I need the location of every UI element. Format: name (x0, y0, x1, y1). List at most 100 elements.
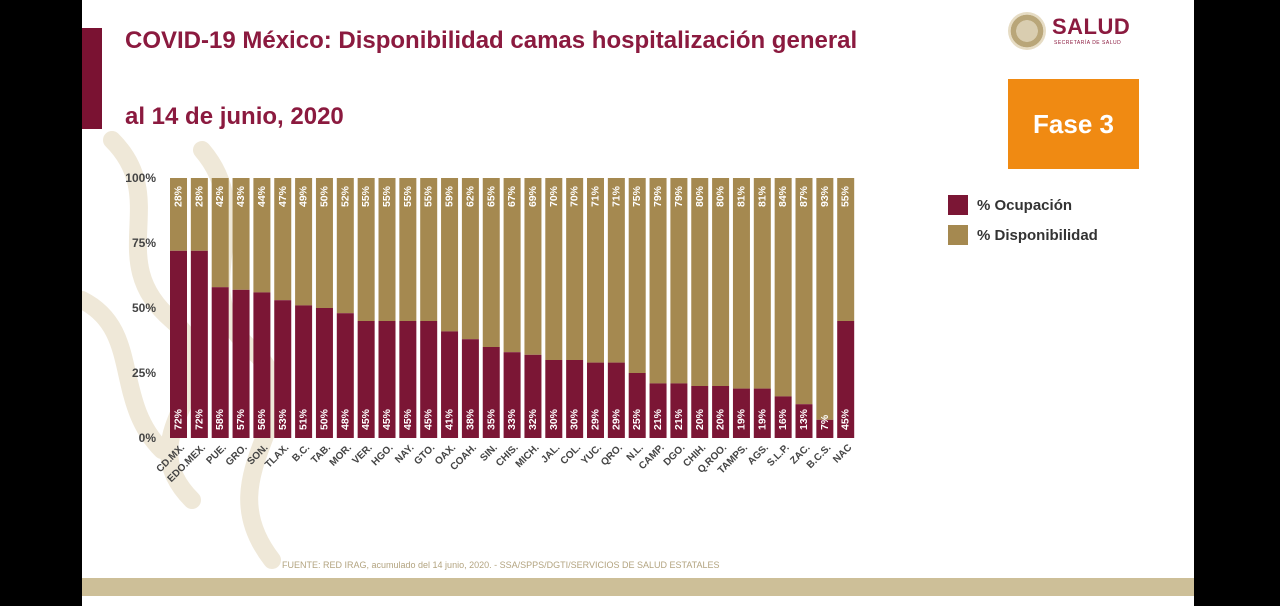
data-label-disponibilidad: 59% (444, 185, 456, 207)
bar-disponibilidad (649, 178, 667, 384)
data-label-disponibilidad: 55% (360, 185, 372, 207)
data-label-disponibilidad: 43% (235, 185, 247, 207)
title-accent-bar (82, 28, 102, 129)
bar-ocupacion (336, 313, 354, 438)
bar-disponibilidad (524, 178, 542, 355)
page-subtitle: al 14 de junio, 2020 (125, 103, 344, 130)
bar-disponibilidad (378, 178, 396, 321)
data-label-disponibilidad: 81% (756, 185, 768, 207)
bar-disponibilidad (253, 178, 271, 293)
footer-band (82, 578, 1194, 596)
data-label-ocupacion: 58% (214, 408, 226, 430)
bar-disponibilidad (357, 178, 375, 321)
x-tick-label: QRO. (599, 442, 625, 468)
bar-disponibilidad (461, 178, 479, 340)
bar-ocupacion (795, 404, 813, 438)
data-label-disponibilidad: 87% (798, 185, 810, 207)
bar-disponibilidad (753, 178, 771, 389)
data-label-ocupacion: 45% (840, 408, 852, 430)
data-label-ocupacion: 30% (548, 408, 560, 430)
y-tick-label: 50% (132, 301, 156, 315)
data-label-ocupacion: 50% (318, 408, 330, 430)
legend-label-ocupacion: % Ocupación (977, 196, 1073, 214)
data-label-disponibilidad: 55% (381, 185, 393, 207)
x-tick-label: JAL. (539, 442, 562, 465)
bar-ocupacion (732, 388, 750, 438)
bar-ocupacion (753, 388, 771, 438)
data-label-ocupacion: 53% (277, 408, 289, 430)
bar-disponibilidad (566, 178, 584, 360)
legend-swatch-disponibilidad (948, 225, 968, 245)
bar-disponibilidad (837, 178, 855, 321)
data-label-disponibilidad: 71% (610, 185, 622, 207)
data-label-ocupacion: 45% (360, 408, 372, 430)
data-label-disponibilidad: 49% (298, 185, 310, 207)
bar-ocupacion (441, 331, 459, 438)
data-label-disponibilidad: 55% (423, 185, 435, 207)
bar-ocupacion (691, 386, 709, 438)
data-label-disponibilidad: 65% (485, 185, 497, 207)
bar-disponibilidad (190, 178, 208, 251)
data-label-disponibilidad: 50% (318, 185, 330, 207)
bar-ocupacion (190, 250, 208, 438)
data-label-ocupacion: 20% (694, 408, 706, 430)
data-label-ocupacion: 25% (631, 408, 643, 430)
bar-ocupacion (503, 352, 521, 438)
data-label-ocupacion: 21% (652, 408, 664, 430)
data-label-disponibilidad: 71% (590, 185, 602, 207)
data-label-disponibilidad: 81% (735, 185, 747, 207)
data-label-ocupacion: 29% (590, 408, 602, 430)
y-tick-label: 75% (132, 236, 156, 250)
bar-ocupacion (399, 321, 417, 438)
bar-ocupacion (295, 305, 313, 438)
bar-disponibilidad (441, 178, 459, 332)
bar-disponibilidad (691, 178, 709, 386)
data-label-ocupacion: 32% (527, 408, 539, 430)
data-label-ocupacion: 45% (381, 408, 393, 430)
bar-ocupacion (545, 360, 563, 438)
data-label-disponibilidad: 80% (715, 185, 727, 207)
bar-disponibilidad (587, 178, 604, 363)
x-tick-label: NAY. (393, 442, 416, 465)
bar-ocupacion (587, 362, 604, 438)
bar-disponibilidad (545, 178, 563, 360)
data-label-ocupacion: 16% (777, 408, 789, 430)
salud-logo: SALUD SECRETARÍA DE SALUD (1008, 12, 1142, 54)
slide: COVID-19 México: Disponibilidad camas ho… (82, 0, 1194, 606)
bar-ocupacion (712, 386, 730, 438)
data-label-disponibilidad: 67% (506, 185, 518, 207)
bar-disponibilidad (607, 178, 625, 363)
data-label-ocupacion: 45% (423, 408, 435, 430)
data-label-ocupacion: 72% (193, 408, 205, 430)
bar-disponibilidad (670, 178, 688, 384)
bar-disponibilidad (774, 178, 792, 397)
data-label-disponibilidad: 28% (173, 185, 185, 207)
x-tick-label: B.C.S. (805, 442, 834, 471)
data-label-disponibilidad: 52% (339, 185, 351, 207)
data-label-disponibilidad: 69% (527, 185, 539, 207)
bar-disponibilidad (211, 178, 229, 288)
data-label-ocupacion: 30% (569, 408, 581, 430)
x-tick-label: NAC (831, 442, 854, 465)
bar-ocupacion (274, 300, 292, 438)
data-label-ocupacion: 41% (444, 408, 456, 430)
data-label-ocupacion: 51% (298, 408, 310, 430)
phase-badge-label: Fase 3 (1033, 108, 1114, 139)
x-tick-label: MOR. (328, 442, 354, 468)
bar-disponibilidad (503, 178, 521, 353)
data-label-disponibilidad: 93% (819, 185, 831, 207)
bar-disponibilidad (628, 178, 646, 373)
bar-ocupacion (253, 292, 271, 438)
data-label-ocupacion: 7% (819, 414, 831, 430)
bar-ocupacion (607, 362, 625, 438)
x-tick-label: YUC. (579, 442, 604, 467)
data-label-ocupacion: 48% (339, 408, 351, 430)
bar-disponibilidad (295, 178, 313, 306)
stacked-bar-chart: 0%25%50%75%100%72%28%CD.MX.72%28%EDO.MEX… (125, 171, 855, 485)
data-label-ocupacion: 72% (173, 408, 185, 430)
bar-disponibilidad (274, 178, 292, 301)
bar-ocupacion (461, 339, 479, 438)
source-note: FUENTE: RED IRAG, acumulado del 14 junio… (282, 560, 720, 570)
data-label-ocupacion: 13% (798, 408, 810, 430)
data-label-disponibilidad: 62% (464, 185, 476, 207)
